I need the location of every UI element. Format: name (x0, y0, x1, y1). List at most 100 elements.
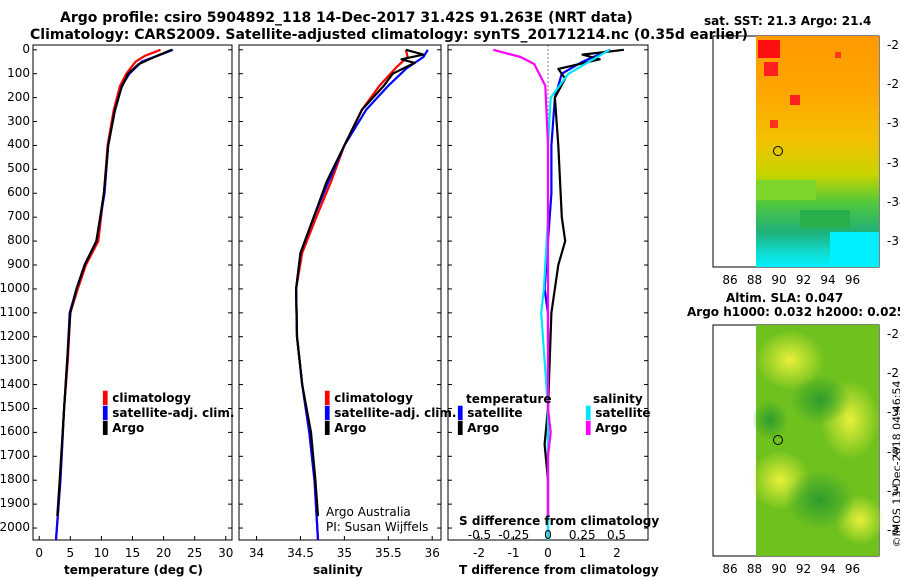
depth-tick-label: 1700 (0, 448, 30, 463)
diff-top-tick-label: -0.5 (467, 528, 492, 542)
depth-tick-label: 300 (7, 113, 30, 128)
sal-xlabel: salinity (313, 563, 363, 577)
temp-legend-argo: ▌Argo (103, 421, 145, 435)
series-line-temperature-argo (543, 48, 625, 517)
depth-tick-label: 800 (7, 233, 30, 248)
diff-top-tick-label: -0.25 (498, 528, 530, 542)
argo-position-marker-sla (773, 435, 783, 445)
sla-map-ytick-label: -28 (887, 366, 900, 381)
sst-map-xtick-label: 92 (795, 273, 812, 287)
series-line-satellite-adj-clim- (54, 48, 174, 541)
series-line-salinity-argo (492, 48, 552, 517)
depth-tick-label: 1900 (0, 496, 30, 511)
temp-x-tick-label: 20 (155, 546, 172, 560)
figure-title-line1: Argo profile: csiro 5904892_118 14-Dec-2… (60, 10, 633, 26)
sla-map-ytick-label: -26 (887, 327, 900, 341)
depth-tick-label: 1100 (0, 304, 30, 319)
temp-x-tick-label: 10 (93, 546, 110, 560)
temp-x-tick-label: 30 (218, 546, 234, 560)
series-line-argo (56, 48, 173, 517)
diff-legend-sal-argo: ▌Argo (586, 421, 628, 435)
temp-x-tick-label: 25 (187, 546, 203, 560)
depth-tick-label: 1300 (0, 352, 30, 367)
sla-map-xtick-label: 94 (820, 562, 836, 576)
diff-x-tick-label: 1 (578, 546, 587, 560)
credit-line1: Argo Australia (326, 505, 411, 519)
depth-tick-label: 0 (22, 41, 30, 56)
diff-top-tick-label: 0.25 (568, 528, 596, 542)
temp-panel-frame (32, 44, 233, 541)
sla-map-title2: Argo h1000: 0.032 h2000: 0.025 (687, 305, 900, 319)
sst-map-xtick-label: 94 (820, 273, 836, 287)
temp-legend-sat: ▌satellite-adj. clim. (103, 406, 235, 420)
series-line-satellite-adj-clim- (295, 49, 429, 541)
sst-map-xtick-label: 90 (771, 273, 787, 287)
temp-legend-clim: ▌climatology (103, 391, 191, 405)
sal-legend-sat: ▌satellite-adj. clim. (325, 406, 457, 420)
series-line-climatology (54, 48, 161, 541)
depth-tick-label: 1600 (0, 424, 30, 439)
sst-map-ytick-label: -32 (887, 155, 900, 170)
diff-x-tick-label: -1 (507, 546, 520, 560)
sla-map-title1: Altim. SLA: 0.047 (726, 291, 844, 305)
curves-layer (54, 48, 625, 541)
sal-x-tick-label: 35 (336, 546, 353, 560)
sst-map-ytick-label: -34 (887, 194, 900, 209)
depth-tick-label: 1400 (0, 376, 30, 391)
depth-tick-label: 100 (7, 65, 30, 80)
diff-legend-temp-sat: ▌satellite (458, 406, 523, 420)
sst-map-title: sat. SST: 21.3 Argo: 21.4 (704, 14, 872, 28)
sla-map-xtick-label: 92 (795, 562, 812, 576)
sla-map-xtick-label: 88 (746, 562, 763, 576)
sla-map (712, 324, 885, 557)
sal-legend-argo: ▌Argo (325, 421, 367, 435)
depth-tick-label: 2000 (0, 520, 30, 535)
depth-tick-label: 700 (7, 209, 30, 224)
sla-map-xtick-label: 96 (844, 562, 861, 576)
series-line-argo (295, 48, 425, 517)
temp-x-tick-label: 0 (35, 546, 44, 560)
sla-map-xtick-label: 86 (722, 562, 738, 576)
temp-x-tick-label: 15 (124, 546, 141, 560)
diff-x-tick-label: -2 (473, 546, 486, 560)
diff-top-tick-label: 0 (544, 528, 552, 542)
sla-map-ytick-label: -30 (887, 405, 900, 420)
sst-map-ytick-label: -26 (887, 38, 900, 52)
diff-xlabel: T difference from climatology (459, 563, 659, 577)
depth-tick-label: 200 (7, 89, 30, 104)
sla-map-ytick-label: -34 (887, 483, 900, 498)
sst-map-xtick-label: 88 (746, 273, 763, 287)
sal-panel-frame (238, 44, 442, 541)
sal-x-tick-label: 36 (424, 546, 440, 560)
diff-legend-temp-argo: ▌Argo (458, 421, 500, 435)
depth-tick-label: 1200 (0, 328, 30, 343)
diff-legend-temp-title: temperature (466, 392, 552, 406)
diff-x-tick-label: 0 (544, 546, 552, 560)
depth-tick-label: 600 (7, 185, 30, 200)
sla-map-xtick-label: 90 (771, 562, 787, 576)
sal-x-tick-label: 34 (248, 546, 265, 560)
depth-tick-label: 400 (7, 137, 30, 152)
sla-map-ytick-label: -32 (887, 444, 900, 459)
sst-map-ytick-label: -36 (887, 234, 900, 248)
diff-top-tick-label: 0.5 (606, 528, 627, 542)
depth-tick-label: 1500 (0, 400, 30, 415)
temp-x-tick-label: 5 (66, 546, 75, 560)
depth-tick-label: 1000 (0, 280, 30, 295)
sla-map-ytick-label: -36 (887, 523, 900, 537)
series-line-salinity-satellite (540, 48, 611, 540)
figure-title-line2: Climatology: CARS2009. Satellite-adjuste… (30, 27, 748, 43)
depth-tick-label: 500 (7, 161, 30, 176)
credit-line2: PI: Susan Wijffels (326, 520, 429, 534)
sst-map-xtick-label: 86 (722, 273, 738, 287)
sst-map-xtick-label: 96 (844, 273, 861, 287)
sal-x-tick-label: 34.5 (287, 546, 314, 560)
sst-map-ytick-label: -30 (887, 116, 900, 131)
sst-map (712, 35, 880, 268)
temp-xlabel: temperature (deg C) (64, 563, 203, 577)
diff-x-tick-label: 2 (613, 546, 621, 560)
sal-x-tick-label: 35.5 (374, 546, 402, 560)
depth-tick-label: 1800 (0, 472, 30, 487)
diff-legend-sal-sat: ▌satellite (586, 406, 651, 420)
